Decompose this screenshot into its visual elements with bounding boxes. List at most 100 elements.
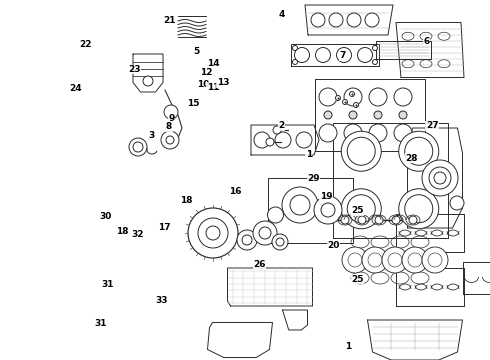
Circle shape — [290, 195, 310, 215]
Circle shape — [341, 216, 349, 224]
Circle shape — [336, 95, 341, 100]
Circle shape — [394, 88, 412, 106]
Text: 9: 9 — [168, 113, 175, 122]
Text: 4: 4 — [278, 10, 285, 19]
Text: 30: 30 — [99, 212, 112, 221]
Circle shape — [392, 216, 400, 224]
Text: 31: 31 — [94, 320, 107, 328]
Text: 33: 33 — [155, 296, 168, 305]
Polygon shape — [268, 177, 352, 243]
Text: 31: 31 — [101, 280, 114, 289]
Circle shape — [319, 124, 337, 142]
Text: 21: 21 — [163, 16, 175, 25]
Circle shape — [358, 48, 372, 63]
Circle shape — [259, 227, 271, 239]
Circle shape — [143, 76, 153, 86]
Circle shape — [321, 203, 335, 217]
Circle shape — [382, 247, 408, 273]
Text: 6: 6 — [423, 37, 429, 46]
Text: 3: 3 — [149, 131, 155, 140]
Polygon shape — [291, 44, 379, 66]
Polygon shape — [305, 5, 393, 35]
Text: 13: 13 — [217, 78, 229, 87]
Polygon shape — [463, 262, 490, 294]
Circle shape — [353, 103, 359, 108]
Circle shape — [294, 48, 310, 63]
Circle shape — [347, 137, 375, 165]
Circle shape — [362, 247, 388, 273]
Text: 22: 22 — [79, 40, 92, 49]
Circle shape — [253, 221, 277, 245]
Text: 32: 32 — [131, 230, 144, 239]
Circle shape — [282, 187, 318, 223]
Text: 25: 25 — [351, 206, 364, 215]
Polygon shape — [375, 41, 431, 59]
Text: 14: 14 — [207, 59, 220, 68]
Polygon shape — [396, 22, 464, 77]
Text: 20: 20 — [327, 241, 340, 250]
Text: 10: 10 — [197, 80, 210, 89]
Text: 28: 28 — [405, 154, 418, 163]
Circle shape — [206, 226, 220, 240]
Circle shape — [388, 253, 402, 267]
Circle shape — [272, 234, 288, 250]
Circle shape — [254, 132, 270, 148]
Text: 7: 7 — [340, 51, 346, 60]
Circle shape — [276, 238, 284, 246]
Circle shape — [347, 195, 375, 223]
Text: 26: 26 — [253, 260, 266, 269]
Text: 29: 29 — [307, 174, 320, 183]
Circle shape — [268, 207, 284, 223]
Polygon shape — [283, 310, 308, 330]
Circle shape — [275, 132, 291, 148]
Polygon shape — [251, 125, 319, 155]
Circle shape — [428, 253, 442, 267]
Circle shape — [342, 247, 368, 273]
Circle shape — [164, 105, 178, 119]
Circle shape — [242, 235, 252, 245]
Polygon shape — [133, 54, 163, 92]
Text: 19: 19 — [319, 192, 332, 201]
Circle shape — [422, 247, 448, 273]
Circle shape — [344, 124, 362, 142]
Circle shape — [422, 160, 458, 196]
Text: 25: 25 — [351, 274, 364, 284]
Circle shape — [369, 88, 387, 106]
Circle shape — [399, 189, 439, 229]
Text: 17: 17 — [158, 223, 171, 232]
Circle shape — [365, 13, 379, 27]
Circle shape — [347, 13, 361, 27]
Polygon shape — [396, 214, 464, 252]
Circle shape — [399, 131, 439, 171]
Circle shape — [343, 99, 347, 104]
Circle shape — [311, 13, 325, 27]
Circle shape — [198, 218, 228, 248]
Text: 12: 12 — [199, 68, 212, 77]
Polygon shape — [227, 268, 313, 306]
Circle shape — [399, 111, 407, 119]
Circle shape — [133, 142, 143, 152]
Circle shape — [372, 45, 377, 50]
Polygon shape — [396, 268, 464, 306]
Circle shape — [374, 111, 382, 119]
Circle shape — [319, 88, 337, 106]
Circle shape — [316, 48, 330, 63]
Circle shape — [329, 13, 343, 27]
Circle shape — [358, 216, 366, 224]
Circle shape — [166, 136, 174, 144]
Circle shape — [314, 196, 342, 224]
Text: 16: 16 — [229, 187, 242, 196]
Circle shape — [129, 138, 147, 156]
Circle shape — [348, 253, 362, 267]
Circle shape — [341, 131, 381, 171]
Circle shape — [409, 216, 417, 224]
Polygon shape — [333, 122, 447, 238]
Circle shape — [429, 167, 451, 189]
Text: 23: 23 — [128, 65, 141, 74]
Circle shape — [394, 124, 412, 142]
Polygon shape — [165, 90, 182, 142]
Polygon shape — [368, 320, 463, 360]
Circle shape — [341, 189, 381, 229]
Text: 27: 27 — [426, 122, 439, 130]
Circle shape — [293, 59, 297, 64]
